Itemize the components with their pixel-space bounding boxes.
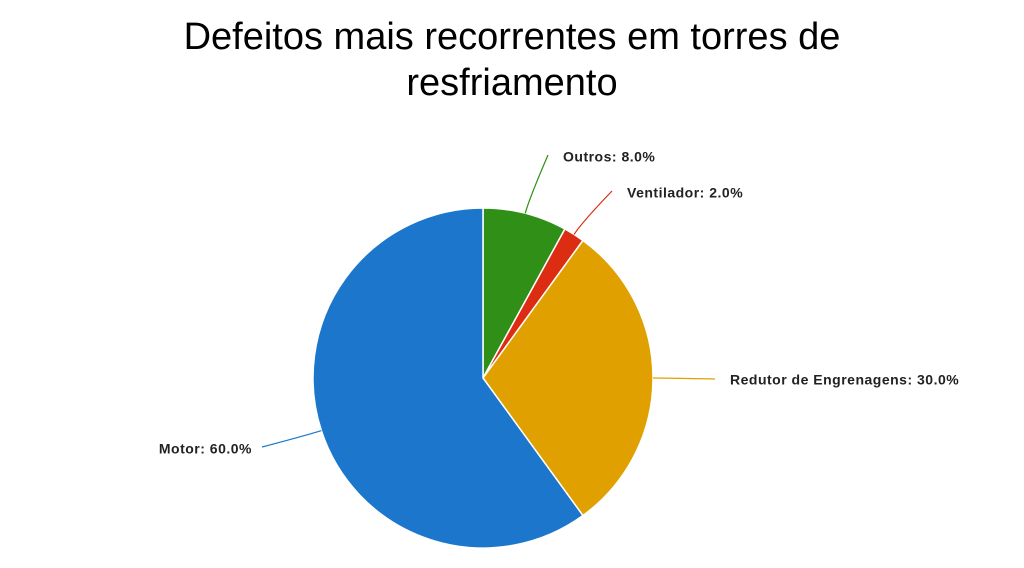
data-label: Motor: 60.0% (159, 441, 252, 457)
leader-line (652, 377, 716, 380)
leader-line (261, 429, 322, 448)
leader-line (573, 190, 613, 235)
data-label: Ventilador: 2.0% (627, 185, 743, 201)
pie-slice (312, 207, 584, 549)
data-label: Redutor de Engrenagens: 30.0% (730, 372, 959, 388)
data-label: Outros: 8.0% (563, 149, 655, 165)
leader-line (524, 154, 549, 214)
chart-title: Defeitos mais recorrentes em torres de r… (183, 16, 841, 104)
